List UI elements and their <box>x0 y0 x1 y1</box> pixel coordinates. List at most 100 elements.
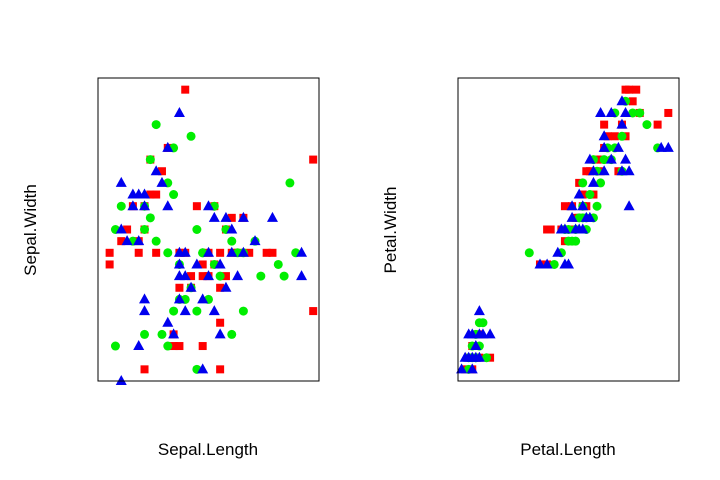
scatter-point-red-square <box>175 342 184 351</box>
scatter-point-blue-triangle <box>473 328 485 339</box>
scatter-point-blue-triangle <box>580 211 592 222</box>
scatter-point-green-circle <box>169 306 179 316</box>
scatter-point-green-circle <box>145 213 155 223</box>
scatter-point-blue-triangle <box>220 281 232 292</box>
scatter-point-red-square <box>187 272 196 281</box>
scatter-point-red-square <box>146 190 155 199</box>
scatter-point-red-square <box>268 248 277 257</box>
scatter-point-green-circle <box>635 108 645 118</box>
scatter-point-red-square <box>169 342 178 351</box>
scatter-point-green-circle <box>482 353 492 363</box>
scatter-point-blue-triangle <box>139 188 151 199</box>
scatter-point-green-circle <box>549 259 559 269</box>
scatter-point-red-square <box>105 248 114 257</box>
scatter-point-green-circle <box>169 190 179 200</box>
scatter-point-green-circle <box>163 248 173 258</box>
scatter-point-green-circle <box>617 131 627 141</box>
scatter-point-red-square <box>216 365 225 374</box>
scatter-point-red-square <box>664 108 673 117</box>
scatter-point-blue-triangle <box>139 200 151 211</box>
scatter-point-blue-triangle <box>197 363 209 374</box>
scatter-point-blue-triangle <box>595 106 607 117</box>
sepal-plot-frame <box>97 77 320 382</box>
scatter-point-blue-triangle <box>584 153 596 164</box>
scatter-point-red-square <box>105 260 114 269</box>
scatter-point-green-circle <box>192 225 202 234</box>
scatter-point-red-square <box>600 120 609 129</box>
scatter-point-blue-triangle <box>456 363 468 374</box>
scatter-point-red-square <box>582 167 591 176</box>
scatter-point-blue-triangle <box>598 130 610 141</box>
scatter-point-green-circle <box>592 201 602 211</box>
x-axis-label: Sepal.Length <box>158 440 258 459</box>
scatter-point-blue-triangle <box>484 328 496 339</box>
scatter-point-red-square <box>543 225 552 234</box>
scatter-point-green-circle <box>227 329 237 339</box>
scatter-point-blue-triangle <box>203 270 214 281</box>
scatter-point-blue-triangle <box>605 106 617 117</box>
scatter-point-blue-triangle <box>139 293 151 304</box>
scatter-point-green-circle <box>140 225 150 234</box>
scatter-point-red-square <box>152 190 161 199</box>
scatter-point-blue-triangle <box>552 246 564 257</box>
scatter-point-red-square <box>309 155 318 164</box>
scatter-point-blue-triangle <box>296 246 308 257</box>
scatter-point-red-square <box>309 307 318 316</box>
scatter-point-blue-triangle <box>226 223 238 234</box>
scatter-point-blue-triangle <box>115 223 127 234</box>
scatter-point-blue-triangle <box>127 200 139 211</box>
scatter-point-blue-triangle <box>605 153 617 164</box>
scatter-point-blue-triangle <box>473 305 485 316</box>
scatter-point-blue-triangle <box>173 293 185 304</box>
scatter-point-green-circle <box>145 155 155 165</box>
scatter-point-blue-triangle <box>655 141 667 152</box>
scatter-point-blue-triangle <box>208 211 220 222</box>
scatter-point-red-square <box>628 97 637 106</box>
scatter-point-red-square <box>123 225 132 234</box>
scatter-point-red-square <box>216 248 225 257</box>
scatter-point-blue-triangle <box>133 340 145 351</box>
scatter-point-blue-triangle <box>220 211 232 222</box>
scatter-point-green-circle <box>186 131 196 141</box>
scatter-point-red-square <box>198 342 207 351</box>
scatter-point-red-square <box>603 132 612 141</box>
scatter-point-green-circle <box>151 120 161 130</box>
scatter-point-blue-triangle <box>598 141 610 152</box>
scatter-point-blue-triangle <box>616 118 628 129</box>
scatter-point-blue-triangle <box>266 211 278 222</box>
scatter-point-green-circle <box>578 178 588 188</box>
scatter-point-green-circle <box>567 236 577 246</box>
scatter-point-blue-triangle <box>214 328 226 339</box>
petal-scatter-panel: Petal.Length Petal.Width <box>381 77 680 459</box>
scatter-point-red-square <box>117 237 126 246</box>
scatter-point-blue-triangle <box>577 223 589 234</box>
scatter-point-blue-triangle <box>249 235 261 246</box>
scatter-point-red-square <box>221 272 230 281</box>
scatter-point-blue-triangle <box>173 106 185 117</box>
scatter-point-blue-triangle <box>115 176 127 187</box>
scatter-point-red-square <box>134 248 143 257</box>
y-axis-label: Petal.Width <box>381 187 400 274</box>
scatter-point-blue-triangle <box>203 200 214 211</box>
scatter-point-blue-triangle <box>573 188 585 199</box>
y-axis-label: Sepal.Width <box>21 184 40 276</box>
scatter-point-blue-triangle <box>541 258 553 269</box>
scatter-point-red-square <box>578 190 587 199</box>
scatter-point-green-circle <box>273 259 283 269</box>
scatter-point-blue-triangle <box>566 200 578 211</box>
scatter-point-blue-triangle <box>459 351 471 362</box>
scatter-point-green-circle <box>628 108 638 118</box>
scatter-point-blue-triangle <box>616 95 628 106</box>
scatter-point-blue-triangle <box>162 316 174 327</box>
scatter-point-green-circle <box>163 341 173 351</box>
scatter-point-green-circle <box>524 248 534 258</box>
scatter-point-red-square <box>157 167 166 176</box>
scatter-point-blue-triangle <box>598 165 610 176</box>
scatter-point-blue-triangle <box>612 141 624 152</box>
scatter-point-blue-triangle <box>121 235 133 246</box>
scatter-point-blue-triangle <box>173 258 185 269</box>
scatter-point-blue-triangle <box>156 176 168 187</box>
scatter-point-green-circle <box>596 178 606 188</box>
scatter-point-blue-triangle <box>620 106 632 117</box>
scatter-point-red-square <box>192 202 201 211</box>
